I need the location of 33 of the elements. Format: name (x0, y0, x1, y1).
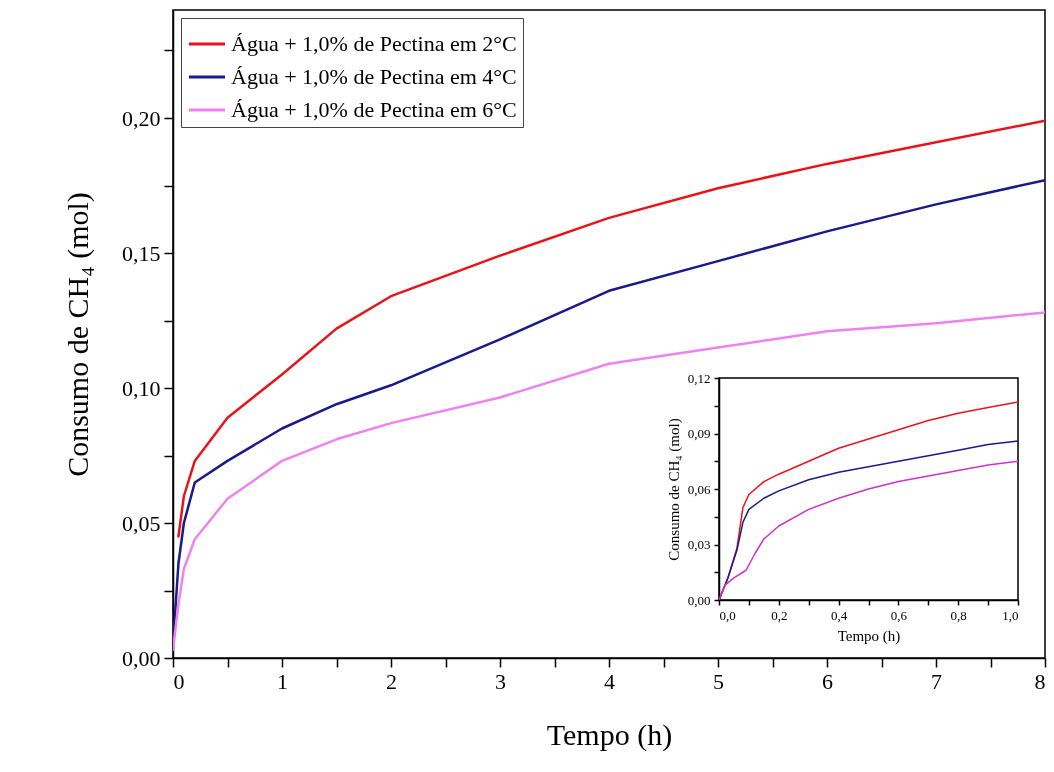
x-tick-label: 1,0 (1002, 607, 1019, 623)
legend-label: Água + 1,0% de Pectina em 6°C (231, 97, 517, 122)
y-tick-label: 0,09 (687, 426, 711, 441)
x-tick-label: 2 (386, 668, 397, 694)
line-series (173, 311, 1045, 652)
y-tick-label: 0,00 (687, 592, 711, 608)
x-axis-title: Tempo (h) (546, 717, 673, 752)
x-tick-label: 4 (604, 668, 615, 694)
x-tick-label: 0,0 (719, 607, 736, 623)
x-tick-label: 3 (495, 668, 506, 694)
y-axis-title: Consumo de CH₄ (mol) (61, 192, 95, 477)
legend-label: Água + 1,0% de Pectina em 2°C (231, 31, 517, 56)
y-tick-label: 0,15 (122, 240, 161, 266)
y-tick-label: 0,06 (687, 481, 711, 497)
x-tick-label: 0,8 (950, 607, 967, 623)
x-tick-label: 0,2 (771, 607, 788, 623)
y-tick-label: 0,10 (122, 375, 161, 401)
x-tick-label: 0,4 (830, 607, 848, 623)
x-tick-label: 0,6 (890, 607, 908, 623)
legend-label: Água + 1,0% de Pectina em 4°C (231, 64, 517, 89)
x-tick-label: 0 (173, 668, 185, 694)
x-tick-label: 1 (277, 668, 288, 694)
y-tick-label: 0,03 (687, 537, 711, 552)
y-tick-label: 0,20 (122, 105, 161, 131)
x-tick-label: 7 (931, 668, 942, 694)
x-tick-label: 5 (713, 668, 724, 694)
y-tick-label: 0,00 (122, 645, 161, 671)
x-tick-label: 8 (1034, 668, 1046, 694)
x-axis-title: Tempo (h) (837, 627, 901, 645)
x-tick-label: 6 (822, 668, 833, 694)
y-axis-title: Consumo de CH₄ (mol) (665, 418, 683, 561)
y-tick-label: 0,12 (687, 370, 711, 386)
y-tick-label: 0,05 (122, 510, 161, 536)
